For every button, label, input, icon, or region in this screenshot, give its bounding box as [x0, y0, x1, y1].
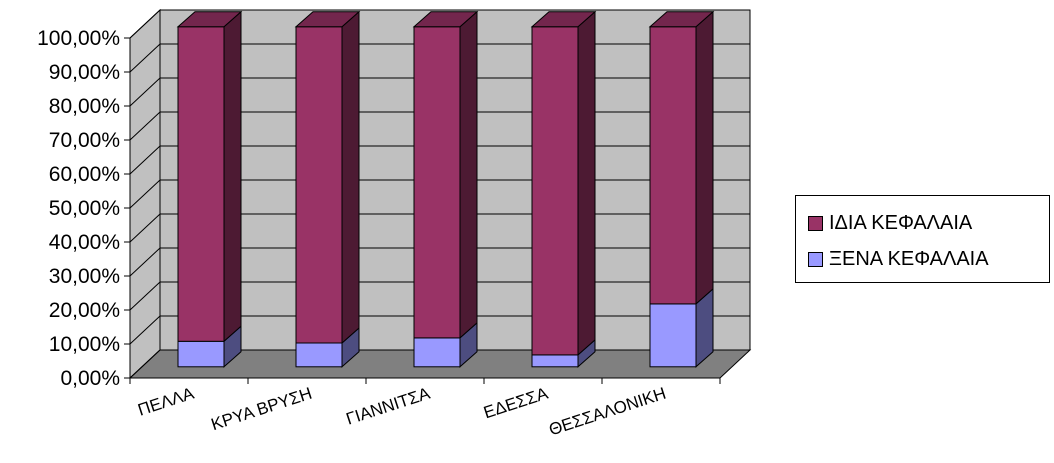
y-tick-label: 40,00% — [49, 231, 120, 254]
bar-foreign-front — [296, 343, 342, 367]
legend-item-own-capital: ΙΔΙΑ ΚΕΦΑΛΑΙΑ — [808, 208, 972, 238]
bar-foreign-front — [532, 355, 578, 367]
bar-own-side — [342, 12, 359, 343]
x-category-label: ΠΕΛΛΑ — [136, 384, 197, 420]
y-tick-label: 60,00% — [49, 163, 120, 186]
legend-swatch-own-capital — [808, 216, 823, 231]
legend-label-foreign-capital: ΞΕΝΑ ΚΕΦΑΛΑΙΑ — [829, 248, 989, 271]
bar-own-front — [178, 27, 224, 342]
legend-label-own-capital: ΙΔΙΑ ΚΕΦΑΛΑΙΑ — [829, 212, 972, 235]
bar-own-front — [414, 27, 460, 338]
bar-foreign-front — [650, 304, 696, 367]
bar-own-side — [224, 12, 241, 342]
chart-legend: ΙΔΙΑ ΚΕΦΑΛΑΙΑ ΞΕΝΑ ΚΕΦΑΛΑΙΑ — [795, 195, 1050, 283]
x-category-label: ΘΕΣΣΑΛΟΝΙΚΗ — [547, 384, 669, 440]
y-tick-label: 80,00% — [49, 95, 120, 118]
y-tick-label: 0,00% — [60, 367, 120, 390]
legend-swatch-foreign-capital — [808, 252, 823, 267]
legend-item-foreign-capital: ΞΕΝΑ ΚΕΦΑΛΑΙΑ — [808, 244, 989, 274]
bar-own-side — [460, 12, 477, 338]
y-tick-label: 10,00% — [49, 333, 120, 356]
y-tick-label: 100,00% — [37, 27, 120, 50]
y-tick-label: 50,00% — [49, 197, 120, 220]
bar-own-side — [696, 12, 713, 304]
y-tick-label: 20,00% — [49, 299, 120, 322]
y-tick-label: 90,00% — [49, 61, 120, 84]
x-category-label: ΓΙΑΝΝΙΤΣΑ — [344, 384, 433, 429]
bar-own-side — [578, 12, 595, 355]
bar-foreign-front — [414, 338, 460, 367]
bar-own-front — [296, 27, 342, 343]
bar-own-front — [532, 27, 578, 355]
x-category-label: ΕΔΕΣΣΑ — [481, 384, 551, 423]
y-tick-label: 70,00% — [49, 129, 120, 152]
bar-foreign-front — [178, 341, 224, 367]
y-tick-label: 30,00% — [49, 265, 120, 288]
x-category-label: ΚΡΥΑ ΒΡΥΣΗ — [209, 384, 314, 434]
bar-own-front — [650, 27, 696, 304]
